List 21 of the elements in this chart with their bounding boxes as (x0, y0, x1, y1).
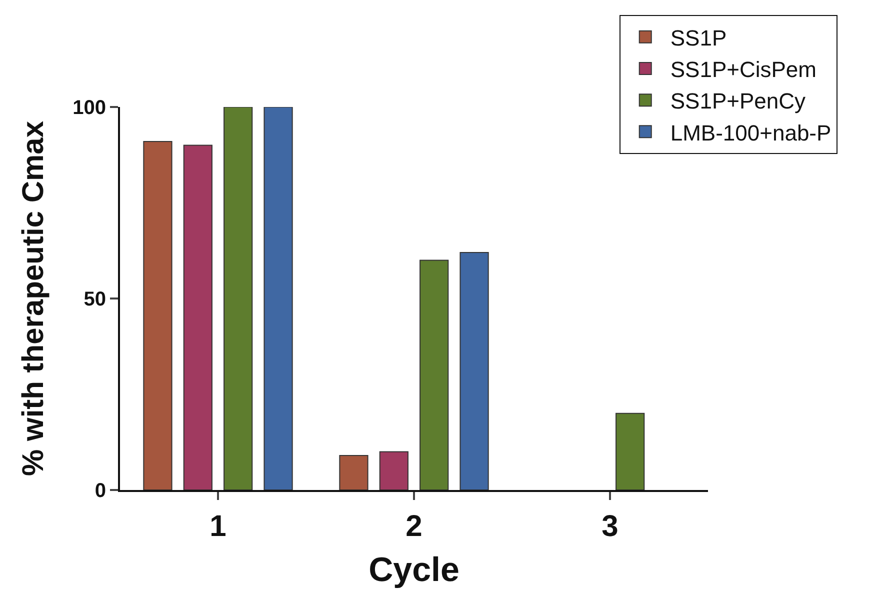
x-tick-label: 3 (602, 510, 618, 543)
legend-label: SS1P+PenCy (670, 88, 806, 114)
bar (339, 455, 368, 490)
bar (224, 107, 253, 490)
legend-label: SS1P+CisPem (670, 57, 816, 82)
bar (264, 107, 293, 490)
x-axis-title: Cycle (368, 550, 460, 589)
legend-label: LMB-100+nab-P (670, 120, 832, 146)
bar (143, 140, 172, 490)
y-axis-title: % with therapeutic Cmax (17, 120, 50, 476)
bar (420, 260, 449, 490)
y-tick-label: 0 (94, 480, 106, 502)
bar (460, 252, 489, 490)
y-tick-label: 50 (84, 288, 106, 310)
x-tick-label: 2 (406, 510, 422, 543)
legend-label: SS1P (670, 25, 727, 50)
bar (183, 144, 212, 490)
y-tick-label: 100 (72, 97, 106, 119)
x-tick-label: 1 (210, 510, 226, 543)
bar (616, 412, 645, 490)
bar (379, 451, 408, 490)
